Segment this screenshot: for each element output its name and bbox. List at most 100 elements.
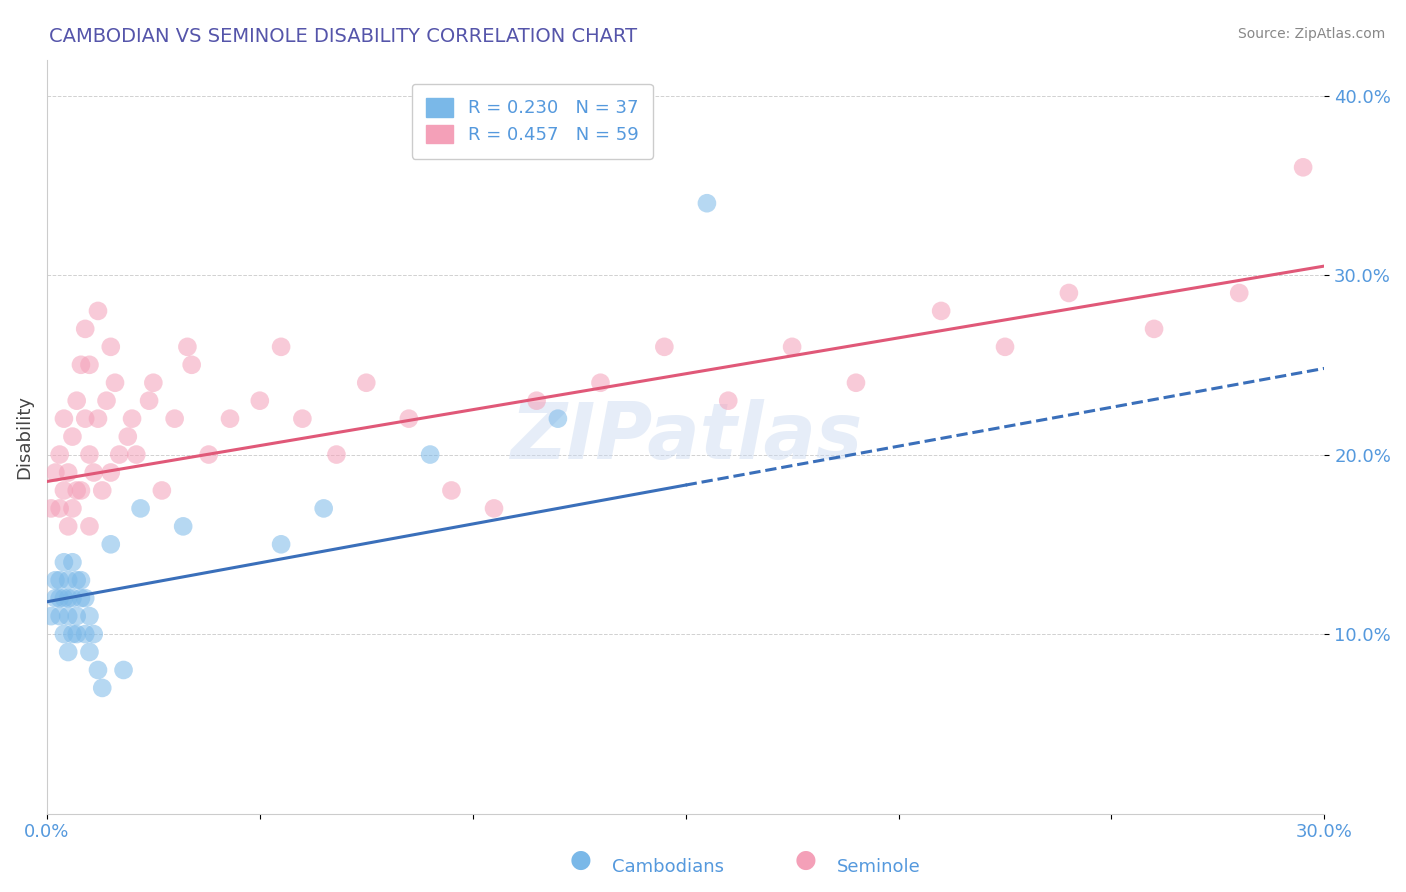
Point: [48, 591, 70, 606]
Point: [249, 393, 271, 408]
Point: [56, 573, 79, 587]
Point: [270, 340, 292, 354]
Point: [112, 663, 135, 677]
Point: [356, 376, 378, 390]
Point: [717, 393, 740, 408]
Point: [398, 411, 420, 425]
Point: [100, 537, 122, 551]
Point: [66, 573, 89, 587]
Point: [163, 411, 186, 425]
Point: [75, 322, 97, 336]
Point: [994, 340, 1017, 354]
Point: [91, 681, 114, 695]
Point: [696, 196, 718, 211]
Text: CAMBODIAN VS SEMINOLE DISABILITY CORRELATION CHART: CAMBODIAN VS SEMINOLE DISABILITY CORRELA…: [49, 27, 637, 45]
Point: [66, 393, 89, 408]
Point: [172, 519, 194, 533]
Point: [83, 627, 105, 641]
Point: [482, 501, 505, 516]
Text: Cambodians: Cambodians: [612, 858, 724, 876]
Point: [79, 609, 101, 624]
Point: [654, 340, 676, 354]
Point: [291, 411, 314, 425]
Point: [56, 609, 79, 624]
Y-axis label: Disability: Disability: [15, 394, 32, 479]
Point: [87, 304, 110, 318]
Point: [117, 429, 139, 443]
Point: [48, 573, 70, 587]
Point: [150, 483, 173, 498]
Point: [56, 466, 79, 480]
Point: [197, 448, 219, 462]
Point: [70, 358, 93, 372]
Point: [1057, 285, 1080, 300]
Point: [780, 340, 803, 354]
Point: [56, 591, 79, 606]
Point: [52, 591, 75, 606]
Point: [75, 627, 97, 641]
Point: [39, 501, 62, 516]
Text: ●: ●: [569, 848, 592, 872]
Point: [104, 376, 127, 390]
Point: [219, 411, 242, 425]
Point: [56, 645, 79, 659]
Point: [87, 411, 110, 425]
Point: [929, 304, 952, 318]
Point: [325, 448, 347, 462]
Point: [87, 663, 110, 677]
Point: [1143, 322, 1166, 336]
Point: [75, 411, 97, 425]
Point: [62, 627, 84, 641]
Point: [79, 448, 101, 462]
Point: [52, 483, 75, 498]
Point: [48, 609, 70, 624]
Point: [1292, 161, 1315, 175]
Point: [70, 573, 93, 587]
Text: ●: ●: [794, 848, 817, 872]
Point: [62, 555, 84, 569]
Point: [70, 591, 93, 606]
Point: [176, 340, 198, 354]
Point: [79, 358, 101, 372]
Legend: R = 0.230   N = 37, R = 0.457   N = 59: R = 0.230 N = 37, R = 0.457 N = 59: [412, 84, 652, 159]
Point: [70, 483, 93, 498]
Point: [79, 645, 101, 659]
Point: [62, 591, 84, 606]
Point: [125, 448, 148, 462]
Text: ZIPatlas: ZIPatlas: [509, 399, 862, 475]
Point: [547, 411, 569, 425]
Point: [62, 501, 84, 516]
Point: [48, 448, 70, 462]
Text: Source: ZipAtlas.com: Source: ZipAtlas.com: [1237, 27, 1385, 41]
Point: [62, 429, 84, 443]
Point: [48, 501, 70, 516]
Point: [91, 483, 114, 498]
Point: [129, 501, 152, 516]
Point: [44, 591, 66, 606]
Point: [75, 591, 97, 606]
Point: [83, 466, 105, 480]
Point: [52, 411, 75, 425]
Point: [121, 411, 143, 425]
Point: [312, 501, 335, 516]
Point: [100, 466, 122, 480]
Point: [108, 448, 131, 462]
Point: [79, 519, 101, 533]
Point: [270, 537, 292, 551]
Point: [39, 609, 62, 624]
Point: [142, 376, 165, 390]
Point: [52, 555, 75, 569]
Point: [419, 448, 441, 462]
Point: [96, 393, 118, 408]
Point: [44, 466, 66, 480]
Point: [52, 627, 75, 641]
Point: [100, 340, 122, 354]
Point: [66, 609, 89, 624]
Point: [44, 573, 66, 587]
Point: [56, 519, 79, 533]
Point: [66, 483, 89, 498]
Text: Seminole: Seminole: [837, 858, 921, 876]
Point: [1227, 285, 1250, 300]
Point: [66, 627, 89, 641]
Point: [526, 393, 548, 408]
